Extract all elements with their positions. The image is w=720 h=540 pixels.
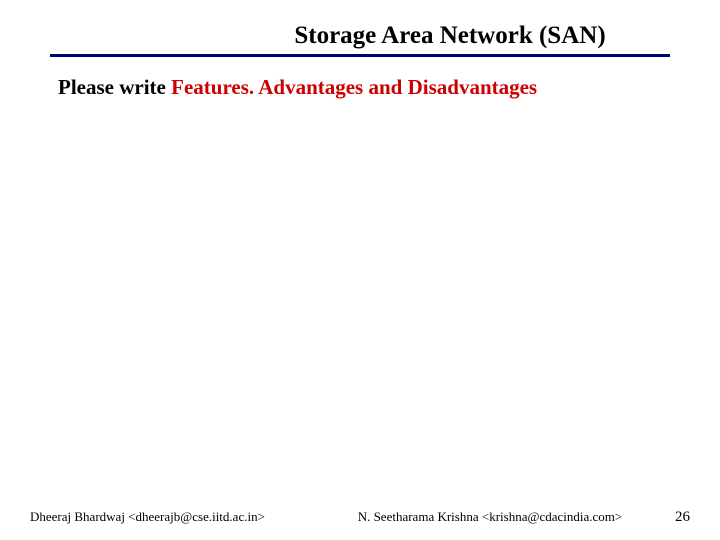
prompt-prefix: Please write xyxy=(58,75,171,99)
title-underline xyxy=(50,54,670,57)
footer: Dheeraj Bhardwaj <dheerajb@cse.iitd.ac.i… xyxy=(30,509,690,526)
prompt-highlight: Features. Advantages and Disadvantages xyxy=(171,75,537,99)
slide-container: Storage Area Network (SAN) Please write … xyxy=(0,0,720,540)
slide-title: Storage Area Network (SAN) xyxy=(30,22,690,50)
prompt-text: Please write Features. Advantages and Di… xyxy=(58,75,690,100)
page-number: 26 xyxy=(675,509,690,526)
footer-author-1: Dheeraj Bhardwaj <dheerajb@cse.iitd.ac.i… xyxy=(30,509,265,525)
footer-author-2: N. Seetharama Krishna <krishna@cdacindia… xyxy=(358,509,623,525)
